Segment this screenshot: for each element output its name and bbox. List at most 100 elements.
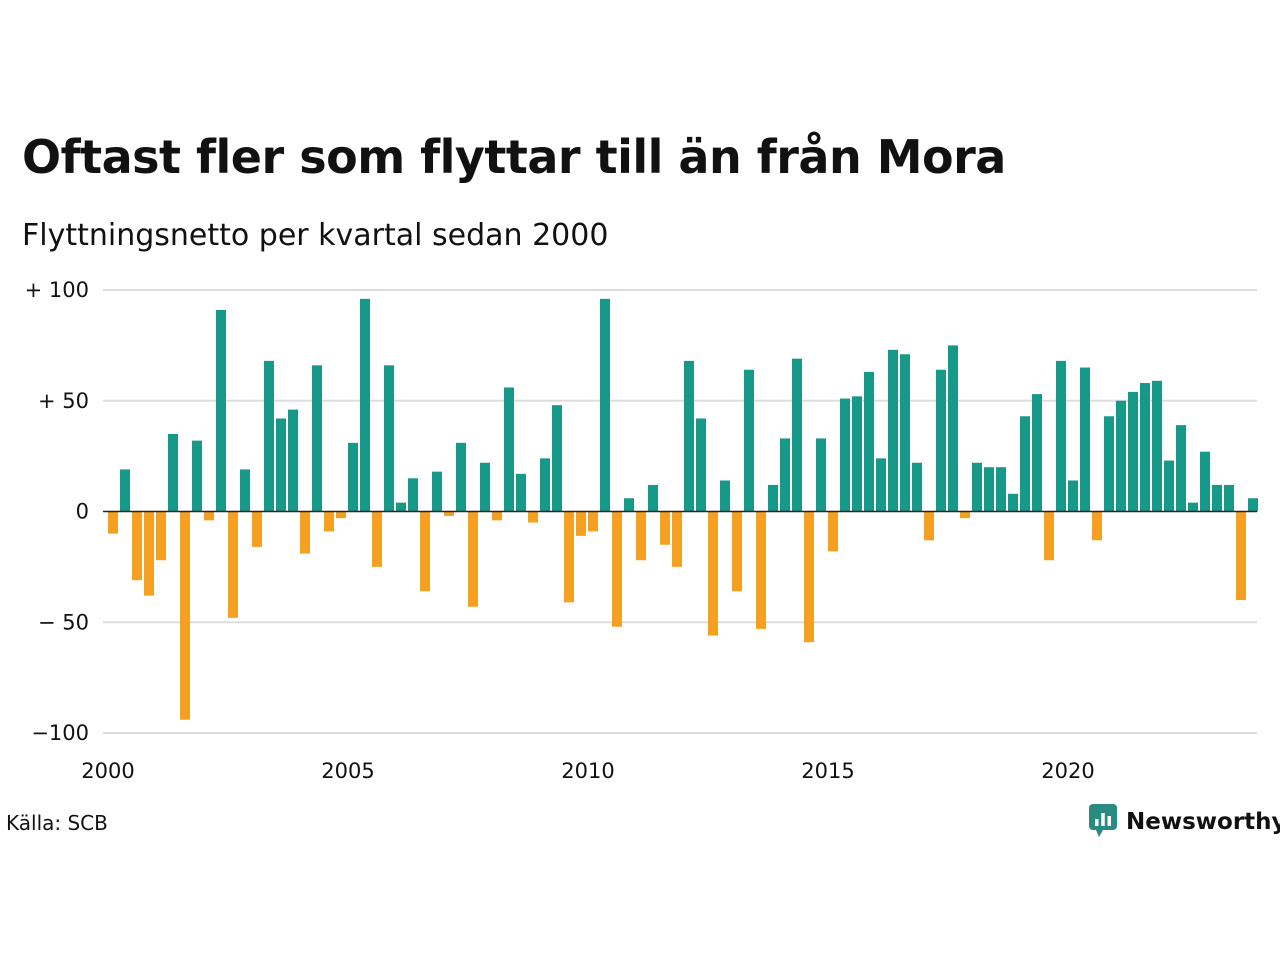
bar bbox=[1104, 416, 1114, 512]
bar bbox=[552, 405, 562, 512]
chart-subtitle: Flyttningsnetto per kvartal sedan 2000 bbox=[22, 218, 609, 253]
bar bbox=[996, 467, 1006, 512]
bar bbox=[192, 440, 202, 512]
source-note: Källa: SCB bbox=[6, 811, 108, 835]
x-axis-labels: 2000 2005 2010 2015 2020 bbox=[81, 759, 1094, 783]
bar bbox=[900, 354, 910, 512]
bar bbox=[204, 511, 214, 521]
bar bbox=[1080, 367, 1090, 512]
bar bbox=[852, 396, 862, 512]
bar bbox=[972, 462, 982, 512]
bar bbox=[360, 298, 370, 512]
bar bbox=[444, 511, 454, 516]
bar bbox=[1188, 502, 1198, 512]
bar bbox=[732, 511, 742, 592]
bar bbox=[840, 398, 850, 512]
bar bbox=[1116, 400, 1126, 512]
bar bbox=[108, 511, 118, 534]
bar bbox=[960, 511, 970, 519]
bar bbox=[504, 387, 514, 512]
bar bbox=[1020, 416, 1030, 512]
bar bbox=[324, 511, 334, 532]
bar bbox=[144, 511, 154, 596]
bar bbox=[1164, 460, 1174, 512]
x-tick-label: 2005 bbox=[321, 759, 374, 783]
bar bbox=[768, 484, 778, 512]
bar bbox=[540, 458, 550, 512]
bar bbox=[984, 467, 994, 512]
bar bbox=[1092, 511, 1102, 541]
bar bbox=[1140, 383, 1150, 512]
bar bbox=[408, 478, 418, 512]
bar bbox=[156, 511, 166, 561]
bar bbox=[432, 471, 442, 512]
bar bbox=[888, 349, 898, 512]
y-tick-label: + 100 bbox=[25, 278, 89, 302]
bar bbox=[1200, 451, 1210, 512]
bar bbox=[480, 462, 490, 512]
bar bbox=[636, 511, 646, 561]
bar bbox=[684, 360, 694, 512]
bar bbox=[744, 369, 754, 512]
bar bbox=[780, 438, 790, 512]
bars bbox=[108, 298, 1258, 720]
x-tick-label: 2015 bbox=[801, 759, 854, 783]
bar bbox=[336, 511, 346, 519]
bar bbox=[288, 409, 298, 512]
bar bbox=[804, 511, 814, 643]
bar bbox=[576, 511, 586, 536]
bar bbox=[1008, 493, 1018, 512]
bar bbox=[588, 511, 598, 532]
bar bbox=[276, 418, 286, 512]
bar bbox=[936, 369, 946, 512]
bar bbox=[1128, 391, 1138, 512]
bar bbox=[648, 484, 658, 512]
bar bbox=[696, 418, 706, 512]
bar bbox=[372, 511, 382, 567]
bar bbox=[624, 498, 634, 512]
bar bbox=[180, 511, 190, 720]
bar bbox=[456, 442, 466, 512]
bar bbox=[468, 511, 478, 607]
bar bbox=[1212, 484, 1222, 512]
bar bbox=[396, 502, 406, 512]
y-tick-label: 0 bbox=[76, 500, 89, 524]
bar bbox=[660, 511, 670, 545]
bar bbox=[600, 298, 610, 512]
bar bbox=[564, 511, 574, 603]
bar bbox=[612, 511, 622, 627]
newsworthy-logo-icon bbox=[1088, 802, 1118, 842]
x-tick-label: 2020 bbox=[1041, 759, 1094, 783]
x-tick-label: 2010 bbox=[561, 759, 614, 783]
bar bbox=[1032, 394, 1042, 512]
x-tick-label: 2000 bbox=[81, 759, 134, 783]
bar bbox=[876, 458, 886, 512]
chart-title: Oftast fler som flyttar till än från Mor… bbox=[22, 130, 1006, 184]
bar bbox=[132, 511, 142, 581]
bar bbox=[1068, 480, 1078, 512]
bar bbox=[528, 511, 538, 523]
bar bbox=[864, 371, 874, 512]
bar bbox=[300, 511, 310, 554]
y-tick-label: −100 bbox=[31, 721, 89, 745]
bar bbox=[252, 511, 262, 547]
bar-chart: + 100 + 50 0 − 50 −100 2000 2005 2010 2015 2020 bbox=[25, 278, 1258, 783]
bar bbox=[756, 511, 766, 629]
bar bbox=[228, 511, 238, 618]
bar bbox=[1044, 511, 1054, 561]
bar bbox=[264, 360, 274, 512]
bar bbox=[120, 469, 130, 512]
bar bbox=[492, 511, 502, 521]
bar bbox=[1248, 498, 1258, 512]
bar bbox=[420, 511, 430, 592]
bar bbox=[948, 345, 958, 512]
bar bbox=[240, 469, 250, 512]
y-tick-label: − 50 bbox=[38, 610, 89, 634]
bar bbox=[792, 358, 802, 512]
bar bbox=[216, 309, 226, 512]
y-tick-label: + 50 bbox=[38, 389, 89, 413]
brand-name: Newsworthy bbox=[1126, 809, 1280, 835]
bar bbox=[1056, 360, 1066, 512]
bar bbox=[516, 473, 526, 512]
newsworthy-logo[interactable]: Newsworthy bbox=[1088, 804, 1280, 840]
